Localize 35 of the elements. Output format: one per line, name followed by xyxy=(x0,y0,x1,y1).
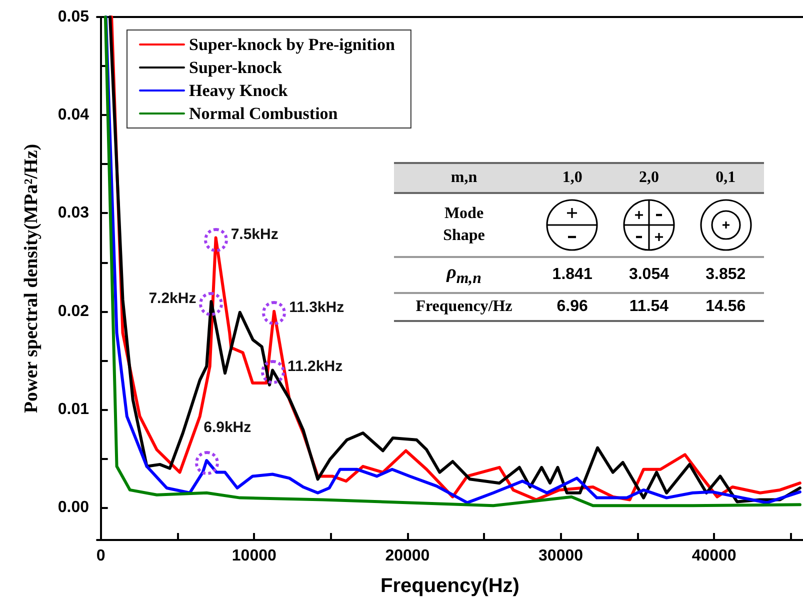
x-tick-label: 40000 xyxy=(692,548,736,564)
y-tick-label: 0.02 xyxy=(58,302,90,320)
data-label: 3.852 xyxy=(704,264,747,285)
annotation: 6.9kHz xyxy=(204,418,252,437)
data-label: 6.96 xyxy=(556,296,589,317)
data-label: 11.54 xyxy=(628,296,670,317)
data-label: 1.841 xyxy=(551,264,594,285)
category-label: 0,1 xyxy=(714,168,737,188)
annotation: 11.3kHz xyxy=(289,299,344,318)
y-tick-label: 0.00 xyxy=(58,499,90,516)
annotation: Mode Shape xyxy=(442,204,486,246)
y-tick-label: 0.03 xyxy=(58,204,90,222)
x-tick-label: 10000 xyxy=(232,548,276,564)
legend-label: Heavy Knock xyxy=(189,81,288,100)
legend-label: Super-knock xyxy=(189,58,282,77)
text: m,n xyxy=(450,168,478,188)
y-tick-label: 0.01 xyxy=(58,400,90,418)
annotation: 11.2kHz xyxy=(288,358,343,376)
y-axis-title: Power spectral density(MPa²/Hz) xyxy=(21,144,42,414)
annotation: 7.2kHz xyxy=(148,290,196,308)
legend-label: Super-knock by Pre-ignition xyxy=(189,35,396,54)
legend-label: Normal Combustion xyxy=(189,104,338,123)
x-tick-label: 20000 xyxy=(385,548,430,564)
annotation: 7.5kHz xyxy=(230,226,278,244)
y-tick-label: 0.05 xyxy=(58,8,90,26)
text: ρ$_{m,n}$ xyxy=(445,261,482,289)
data-label: 3.054 xyxy=(628,264,670,285)
category-label: 1,0 xyxy=(561,168,584,188)
x-axis-title: Frequency(Hz) xyxy=(380,575,520,597)
category-label: 2,0 xyxy=(638,168,660,188)
text: Frequency/Hz xyxy=(414,296,514,317)
x-tick-label: 30000 xyxy=(538,548,584,564)
x-tick-label: 0 xyxy=(96,548,106,564)
data-label: 14.56 xyxy=(704,296,747,317)
y-tick-label: 0.04 xyxy=(58,106,90,124)
